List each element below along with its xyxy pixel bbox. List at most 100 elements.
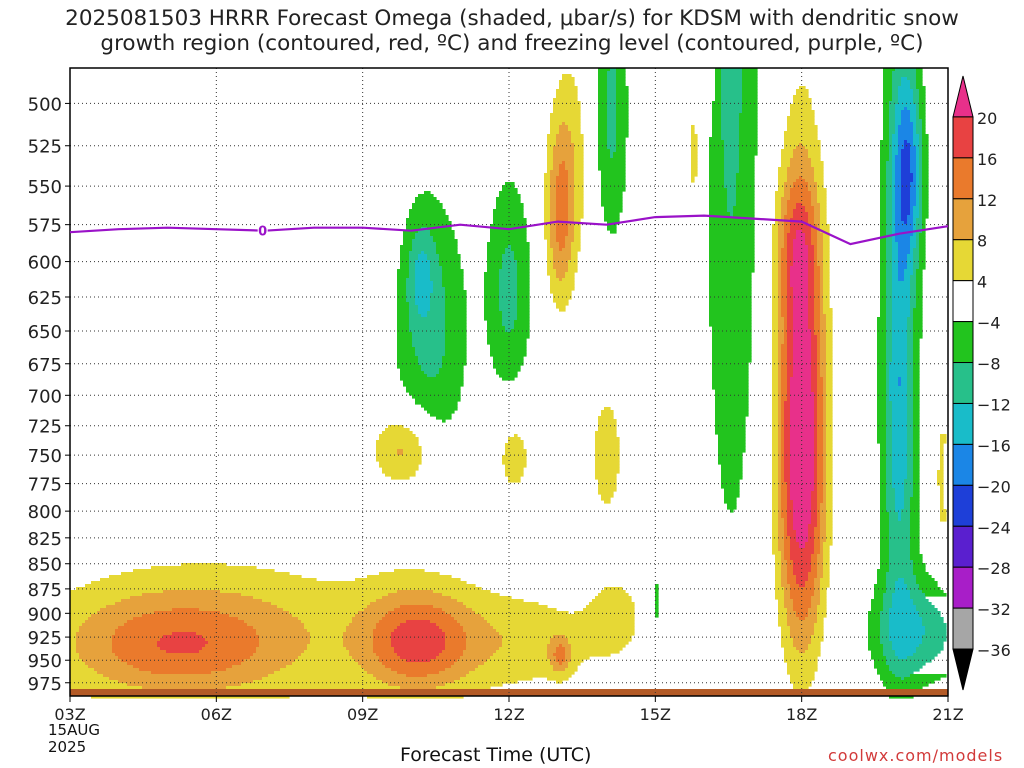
omega-cell [814, 533, 821, 537]
omega-cell [778, 494, 782, 498]
omega-cell [607, 119, 617, 123]
date-caption-day: 15AUG [48, 721, 100, 739]
omega-cell [787, 323, 794, 327]
omega-cell [133, 665, 233, 669]
omega-cell [898, 140, 905, 144]
omega-cell [817, 230, 821, 234]
omega-cell [826, 500, 833, 504]
omega-cell [877, 575, 887, 579]
omega-cell [598, 479, 617, 483]
omega-cell [913, 416, 920, 420]
omega-cell [913, 254, 920, 258]
omega-cell [505, 248, 512, 252]
omega-cell [382, 596, 452, 600]
omega-cell [709, 299, 752, 303]
omega-cell [919, 116, 926, 120]
omega-cell [787, 287, 794, 291]
omega-cell [880, 452, 887, 456]
omega-cell [922, 230, 926, 234]
omega-cell [598, 485, 617, 489]
omega-cell [814, 323, 821, 327]
omega-cell [598, 80, 608, 84]
omega-cell [892, 98, 899, 102]
omega-cell [892, 272, 899, 276]
omega-cell [790, 392, 815, 396]
omega-cell [790, 479, 815, 483]
omega-cell [445, 287, 464, 291]
omega-cell [739, 128, 758, 132]
omega-cell [709, 176, 725, 180]
omega-cell [874, 587, 887, 591]
omega-cell [793, 359, 812, 363]
omega-cell [607, 89, 617, 93]
omega-cell [817, 560, 824, 564]
omega-cell [547, 653, 554, 657]
omega-cell [790, 536, 797, 540]
omega-cell [814, 293, 821, 297]
omega-cell [808, 305, 815, 309]
omega-cell [907, 350, 914, 354]
omega-cell [814, 593, 821, 597]
omega-cell [94, 668, 140, 672]
y-tick-label: 650 [28, 322, 62, 343]
omega-cell [904, 491, 914, 495]
omega-cell [886, 419, 893, 423]
omega-cell [307, 647, 347, 651]
omega-cell [898, 383, 902, 387]
omega-cell [778, 305, 782, 309]
omega-cell [895, 218, 902, 222]
omega-cell [724, 155, 740, 159]
omega-cell [826, 407, 833, 411]
omega-cell [556, 92, 578, 96]
omega-cell [781, 437, 785, 441]
omega-cell [877, 383, 887, 387]
omega-cell [598, 482, 617, 486]
omega-cell [787, 527, 794, 531]
omega-cell [571, 257, 578, 261]
omega-cell [772, 470, 779, 474]
omega-cell [715, 392, 749, 396]
chart-title-line1: 2025081503 HRRR Forecast Omega (shaded, … [65, 6, 959, 31]
omega-cell [787, 368, 794, 372]
omega-cell [940, 485, 944, 489]
omega-cell [505, 251, 515, 255]
omega-cell [616, 83, 626, 87]
omega-cell [406, 299, 416, 303]
omega-cell [778, 401, 782, 405]
omega-cell [901, 377, 908, 381]
omega-cell [826, 437, 833, 441]
omega-cell [355, 578, 461, 582]
omega-cell [742, 77, 758, 81]
omega-cell [883, 89, 893, 93]
omega-cell [505, 182, 515, 186]
omega-cell [430, 230, 455, 234]
omega-cell [547, 656, 557, 660]
omega-cell [916, 155, 920, 159]
omega-cell [820, 305, 824, 309]
omega-cell [916, 275, 923, 279]
omega-cell [616, 101, 629, 105]
omega-cell [487, 329, 506, 333]
omega-cell [712, 128, 722, 132]
omega-cell [709, 164, 725, 168]
omega-cell [907, 356, 914, 360]
omega-cell [913, 365, 920, 369]
omega-cell [589, 602, 635, 606]
omega-cell [916, 233, 920, 237]
omega-cell [415, 200, 440, 204]
omega-cell [709, 245, 755, 249]
omega-cell [445, 326, 467, 330]
omega-cell [817, 335, 821, 339]
omega-cell [823, 473, 827, 477]
omega-cell [574, 233, 581, 237]
omega-cell [787, 494, 791, 498]
omega-cell [916, 272, 923, 276]
omega-cell [616, 149, 626, 153]
omega-cell [901, 182, 911, 186]
omega-cell [820, 362, 827, 366]
omega-cell [814, 263, 818, 267]
omega-cell [883, 134, 890, 138]
omega-cell [913, 251, 920, 255]
omega-cell [397, 323, 410, 327]
omega-cell [550, 224, 557, 228]
